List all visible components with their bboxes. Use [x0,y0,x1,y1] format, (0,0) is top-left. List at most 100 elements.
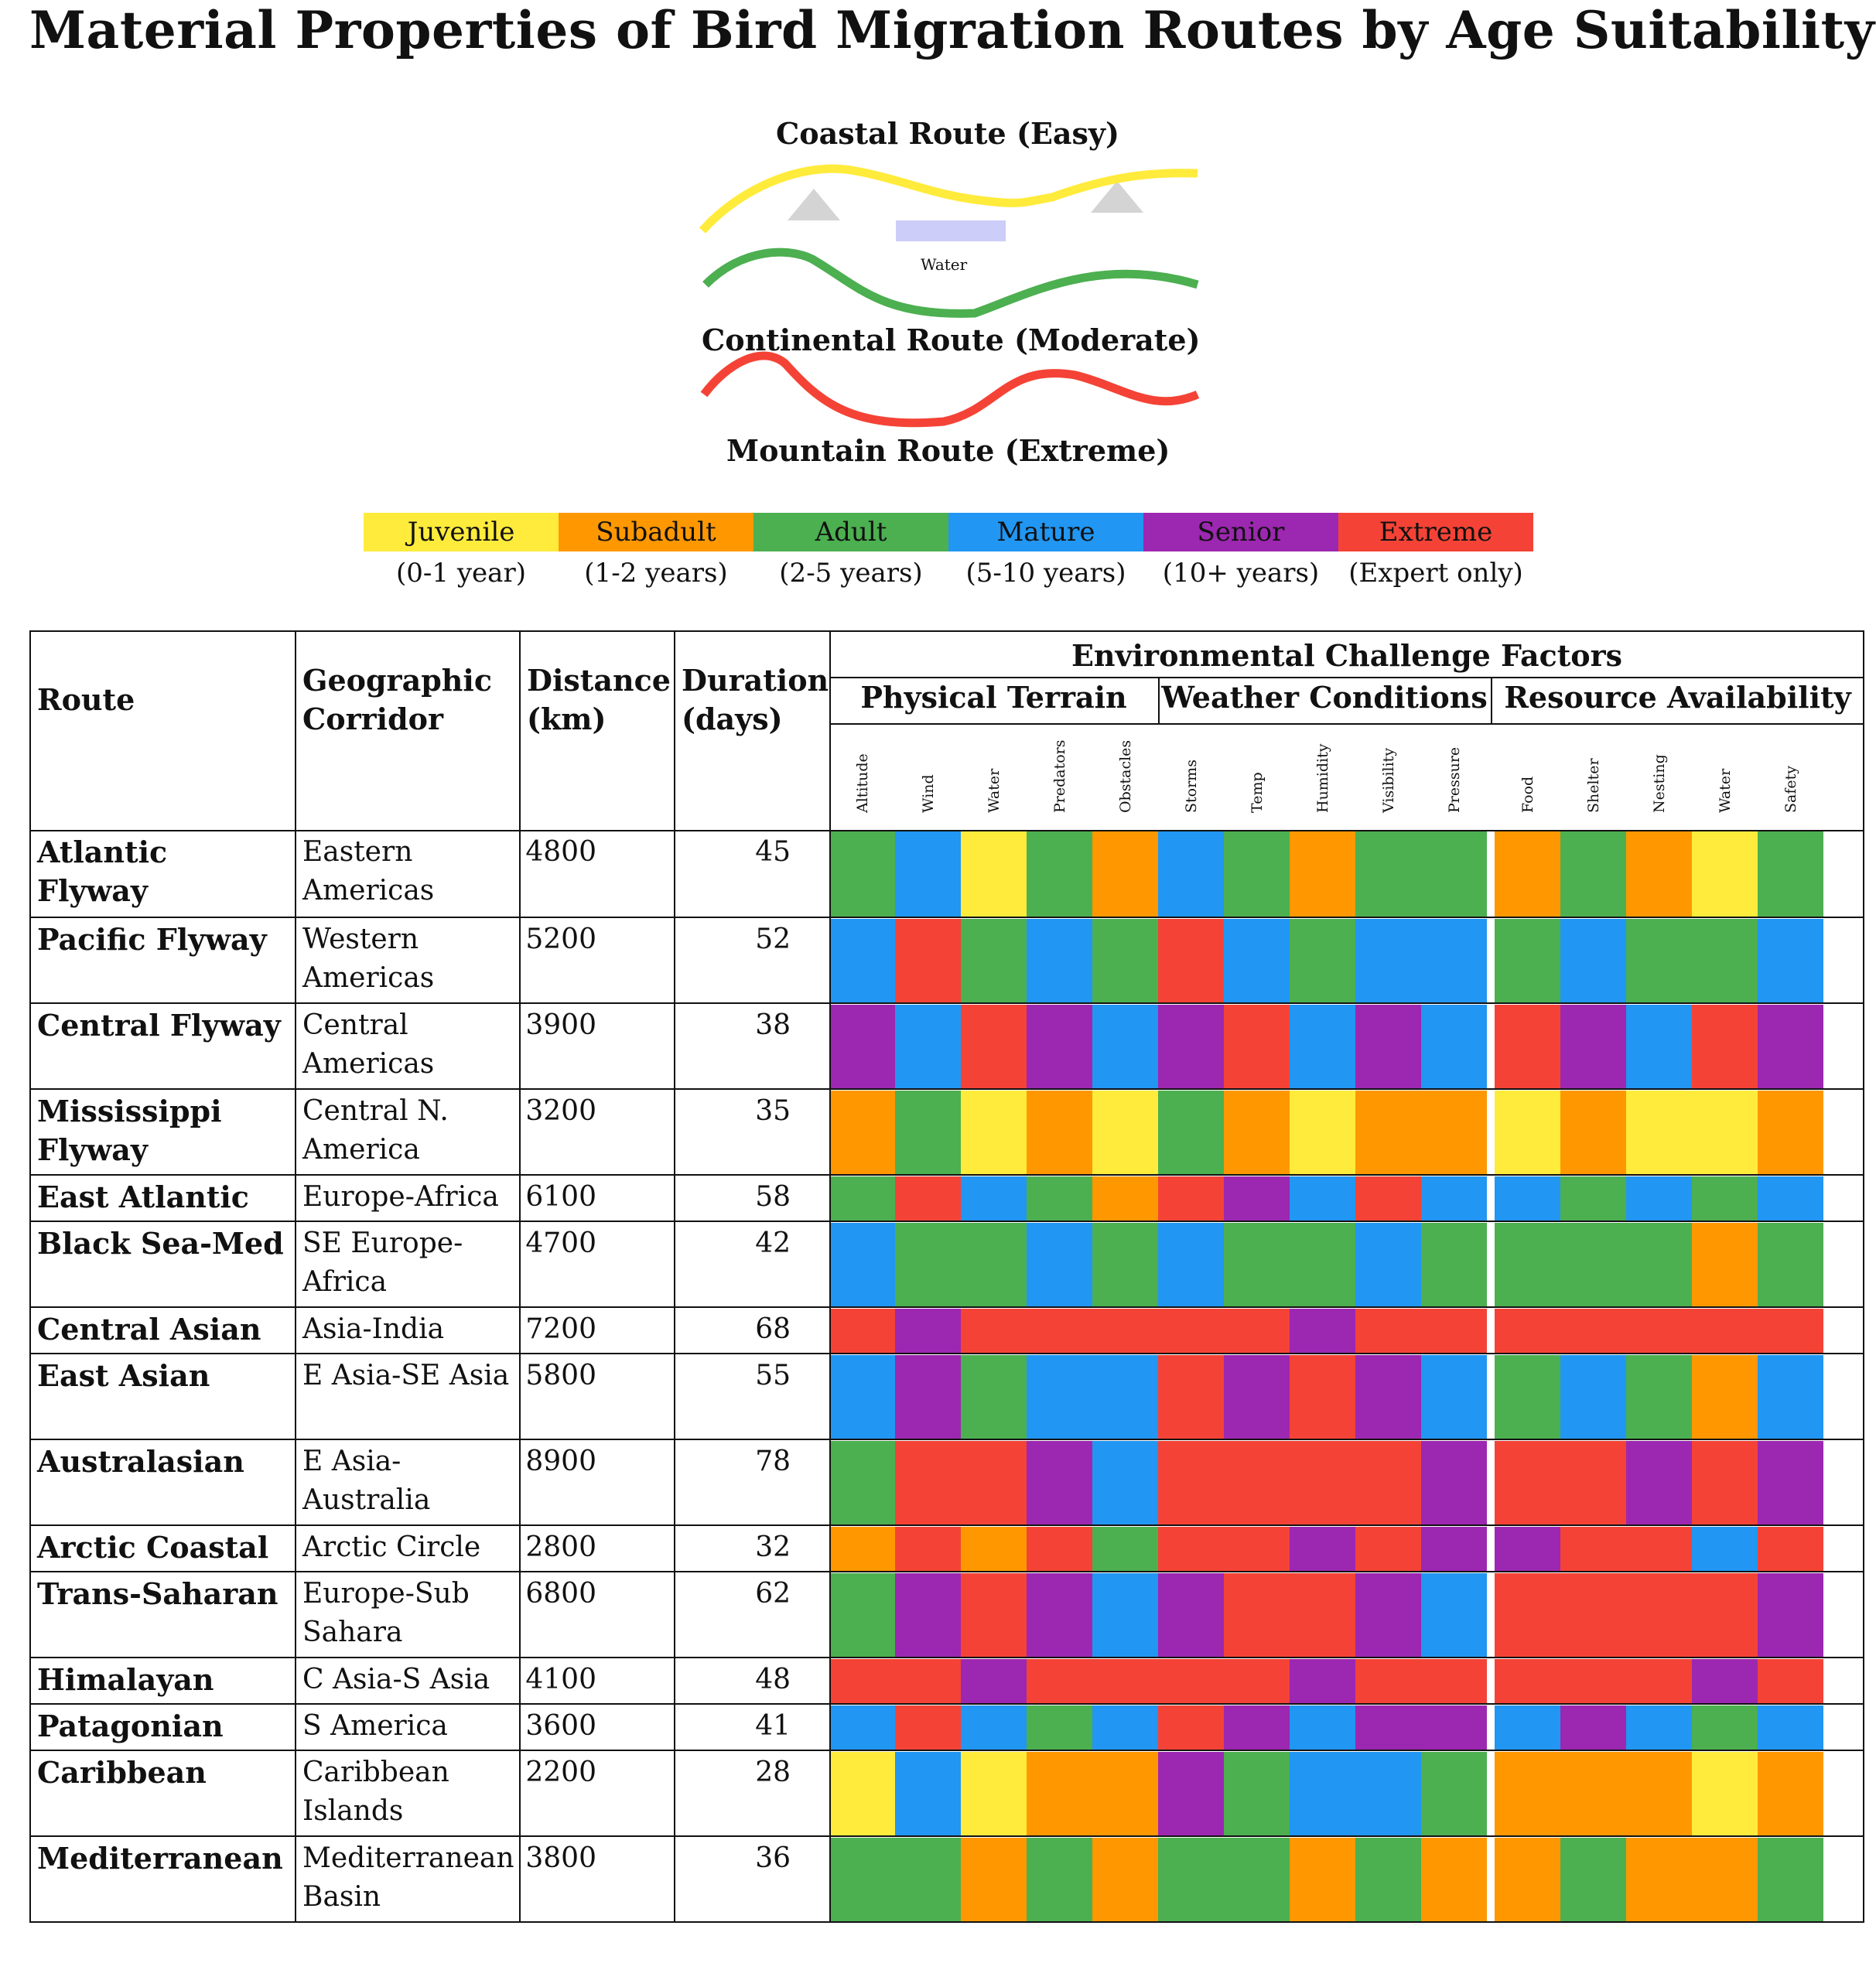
challenge-cell [829,831,895,917]
column-divider [829,1525,831,1572]
challenge-cell [1421,1355,1487,1439]
column-divider [674,1354,675,1439]
challenge-cell [1290,1752,1355,1836]
challenge-cell [1560,831,1626,917]
challenge-cell [1560,1309,1626,1354]
column-divider [295,1572,296,1658]
challenge-cell [1758,1355,1823,1439]
challenge-cell [1158,919,1224,1003]
challenge-cell [1421,1838,1487,1922]
column-divider [829,1307,831,1354]
mountain-shape [1091,181,1143,213]
group-divider [1158,677,1160,723]
challenge-cell [1692,1223,1758,1307]
column-divider [829,917,831,1003]
challenge-cell [895,1176,961,1221]
challenge-cell [1224,1527,1290,1572]
challenge-cell [1626,1527,1692,1572]
challenge-cell [1626,1309,1692,1354]
legend-range: (2-5 years) [779,558,923,589]
challenge-cell [1158,1091,1224,1175]
column-divider [519,1658,521,1704]
challenge-cell [1421,1091,1487,1175]
challenge-cell [829,1091,895,1175]
column-divider [295,1439,296,1525]
challenge-cell [1092,919,1158,1003]
challenge-cell [1495,1527,1560,1572]
column-divider [674,1307,675,1354]
challenge-cell [1355,1527,1421,1572]
column-divider [674,1836,675,1922]
legend-swatch: Subadult [559,513,753,551]
challenge-cell [1495,1176,1560,1221]
route-name: Mediterranean [37,1841,283,1876]
row-divider [29,1750,1864,1751]
row-divider [29,1174,1864,1176]
route-name: Mississippi Flyway [37,1094,222,1167]
route-name: East Atlantic [37,1180,249,1214]
challenge-cell [895,1659,961,1704]
challenge-cell [1158,1309,1224,1354]
challenge-cell [895,1573,961,1658]
column-divider [829,1354,831,1439]
challenge-cell [1290,1223,1355,1307]
challenge-cell [1224,1705,1290,1750]
factor-label: Food [1519,776,1536,813]
column-divider [519,830,521,917]
distance: 6100 [525,1181,596,1213]
challenge-cell [1626,1005,1692,1089]
column-divider [295,1525,296,1572]
column-divider [295,830,296,917]
challenge-cell [1027,1091,1092,1175]
challenge-cell [1560,1005,1626,1089]
challenge-cell [1224,1838,1290,1922]
row-divider [29,1921,1864,1923]
corridor: Eastern Americas [302,836,435,906]
challenge-cell [829,1659,895,1704]
challenge-cell [1692,1752,1758,1836]
challenge-cell [1421,1659,1487,1704]
challenge-cell [961,1441,1027,1525]
challenge-cell [1224,1176,1290,1221]
challenge-cell [1092,1355,1158,1439]
challenge-cell [1692,1659,1758,1704]
challenge-cell [1027,1838,1092,1922]
challenge-cell [1560,1223,1626,1307]
column-divider [295,1003,296,1089]
legend-item: Subadult (1-2 years) [559,513,753,592]
column-divider [829,1572,831,1658]
distance: 7200 [525,1313,596,1345]
challenge-cell [1495,1005,1560,1089]
distance: 3600 [525,1710,596,1742]
challenge-cell [1224,1091,1290,1175]
challenge-cell [829,1176,895,1221]
challenge-cell [829,919,895,1003]
row-divider [29,1524,1864,1526]
challenge-cell [1355,1005,1421,1089]
corridor: Mediterranean Basin [302,1842,514,1913]
challenge-cell [1290,1705,1355,1750]
mountain-route-line [700,351,1200,428]
challenge-cell [895,1527,961,1572]
challenge-cell [1421,1573,1487,1658]
corridor: Europe-Africa [302,1181,499,1213]
factor-label: Nesting [1651,754,1668,813]
challenge-cell [1355,1355,1421,1439]
challenge-cell [1495,1573,1560,1658]
table-border [29,630,1864,632]
challenge-cell [895,1838,961,1922]
challenge-cell [1495,1309,1560,1354]
header-duration: Duration (days) [682,663,829,736]
route-table: Route Geographic Corridor Distance (km) Dur… [29,630,1864,1931]
challenge-cell [1290,1838,1355,1922]
legend-swatch: Senior [1143,513,1338,551]
corridor: Arctic Circle [302,1531,481,1563]
duration: 42 [755,1227,791,1259]
row-divider [29,1571,1864,1572]
duration: 32 [755,1531,791,1563]
row-divider [29,1657,1864,1658]
challenge-cell [1027,1527,1092,1572]
route-name: Patagonian [37,1709,224,1743]
challenge-cell [829,1527,895,1572]
challenge-cell [1421,1527,1487,1572]
